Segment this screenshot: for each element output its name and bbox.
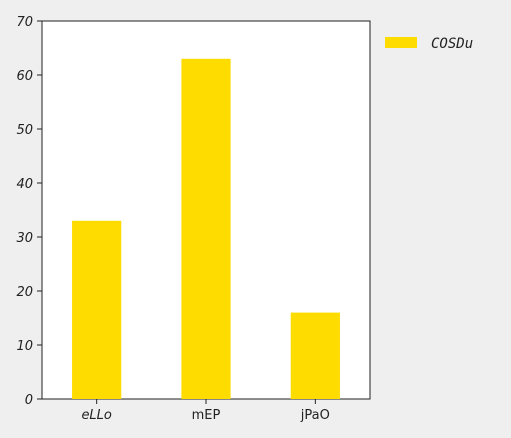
bar-eLLo [72,220,122,399]
bar-mEP [181,58,231,400]
y-tick-label: 40 [16,177,33,192]
x-tick-label: jPaO [300,408,330,423]
x-tick-label: mEP [192,408,221,423]
x-tick-label: eLLo [81,408,111,423]
y-tick-label: 0 [25,393,33,408]
bar-jPaO [290,312,340,399]
x-axis: eLLo mEP jPaO [81,399,330,423]
bars [72,58,340,400]
y-tick-label: 70 [16,15,33,30]
y-tick-label: 30 [16,231,33,246]
y-axis: 0 10 20 30 40 50 60 70 [16,15,42,408]
y-tick-label: 60 [16,69,33,84]
y-tick-label: 20 [16,285,33,300]
y-tick-label: 50 [16,123,33,138]
y-tick-label: 10 [16,339,33,354]
legend-swatch [385,37,417,48]
legend: COSDu [385,36,473,52]
legend-label: COSDu [431,36,473,52]
